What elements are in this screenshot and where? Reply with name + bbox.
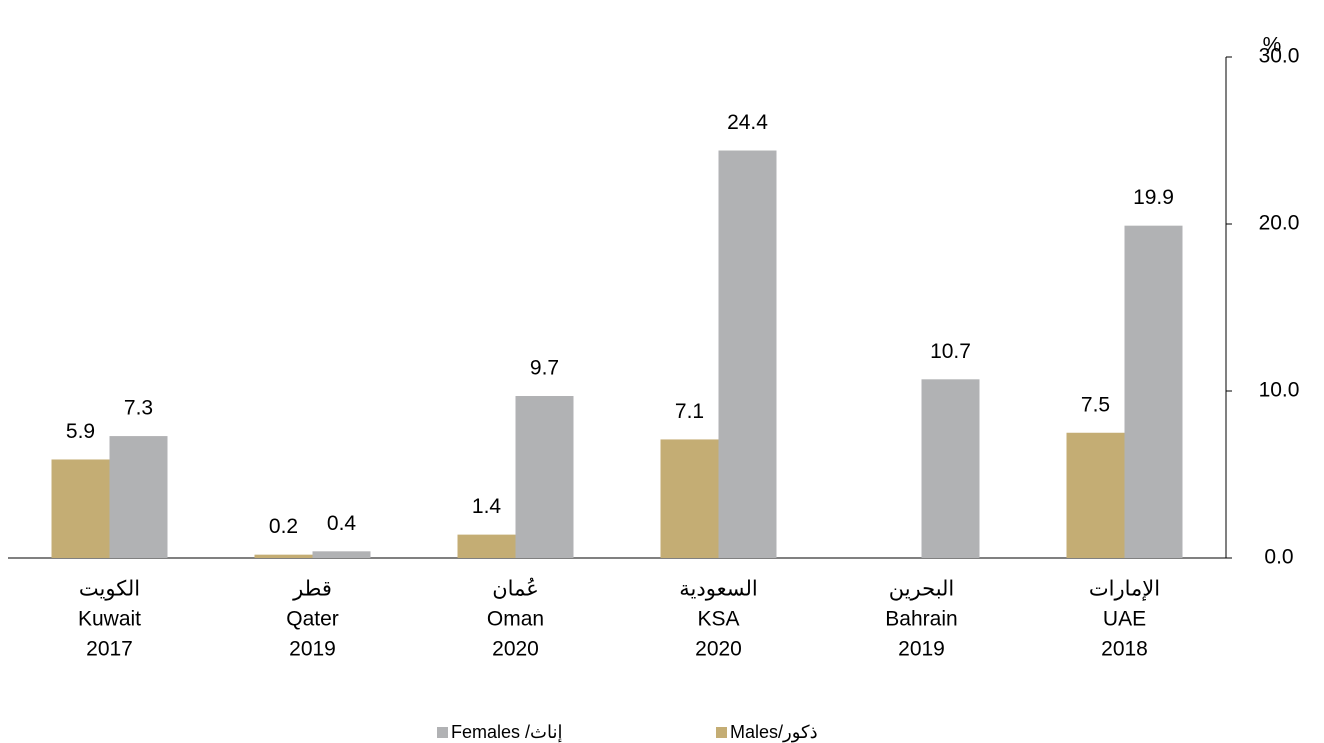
legend-swatch (716, 727, 727, 738)
value-label: 7.1 (675, 400, 704, 423)
value-label: 0.4 (327, 512, 357, 535)
value-label: 5.9 (66, 420, 95, 443)
x-tick-label: 2017 (86, 638, 133, 661)
bar (660, 439, 719, 558)
bar (254, 554, 313, 558)
x-tick-label: السعودية (679, 578, 757, 602)
bar (515, 396, 574, 558)
x-tick-label: الكويت (79, 578, 140, 602)
x-tick-label: Qater (286, 608, 339, 631)
value-label: 7.5 (1081, 393, 1110, 416)
x-tick-label: 2020 (492, 638, 539, 661)
bar (1066, 432, 1125, 558)
bar (457, 534, 516, 558)
x-tick-label: Kuwait (78, 608, 141, 631)
x-tick-label: KSA (697, 608, 739, 631)
value-label: 19.9 (1133, 186, 1174, 209)
legend-label: إناث/ Females (451, 722, 562, 743)
bar (1124, 225, 1183, 559)
bar (51, 459, 110, 558)
x-tick-label: 2020 (695, 638, 742, 661)
x-tick-label: قطر (292, 578, 332, 602)
legend-label: ذكور/Males (730, 722, 818, 743)
x-tick-label: عُمان (492, 577, 539, 600)
x-tick-label: الإمارات (1089, 578, 1160, 602)
legend-swatch (437, 727, 448, 738)
x-tick-label: 2018 (1101, 638, 1148, 661)
y-tick-label: 0.0 (1264, 546, 1293, 569)
x-tick-label: البحرين (889, 578, 955, 602)
x-tick-label: Oman (487, 608, 544, 631)
value-label: 7.3 (124, 397, 153, 420)
bar (921, 379, 980, 558)
x-tick-label: Bahrain (885, 608, 957, 631)
unit-label: % (1263, 34, 1282, 57)
bar (109, 436, 168, 558)
value-label: 0.2 (269, 515, 298, 538)
y-tick-label: 20.0 (1259, 212, 1300, 235)
value-label: 1.4 (472, 495, 502, 518)
y-tick-label: 30.0 (1259, 45, 1300, 68)
bar (312, 551, 371, 558)
y-tick-label: 10.0 (1259, 379, 1300, 402)
value-label: 24.4 (727, 111, 768, 134)
bar (718, 150, 777, 558)
x-tick-label: 2019 (289, 638, 336, 661)
x-tick-label: UAE (1103, 608, 1146, 631)
value-label: 10.7 (930, 340, 971, 363)
value-label: 9.7 (530, 357, 559, 380)
x-tick-label: 2019 (898, 638, 945, 661)
